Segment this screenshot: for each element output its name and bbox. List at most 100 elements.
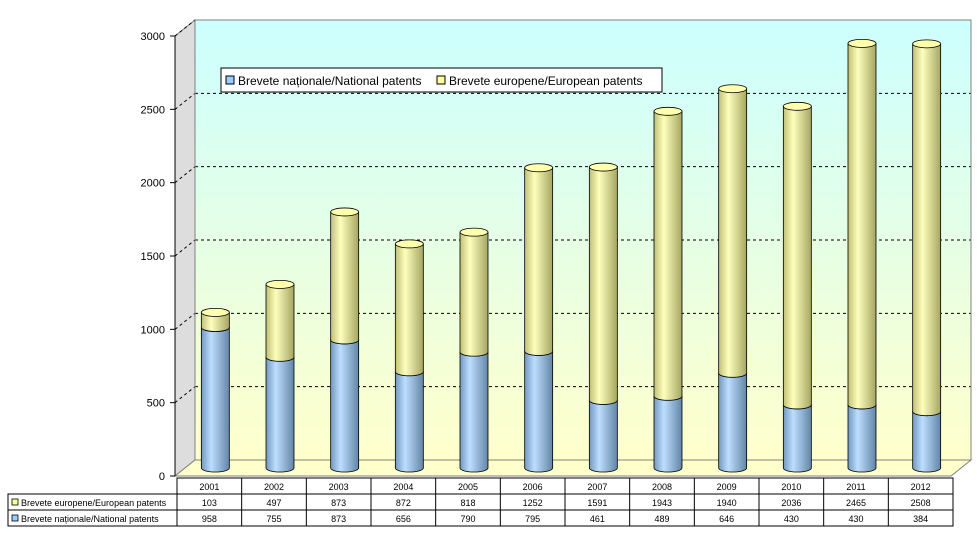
table-header-cell: 2012	[911, 482, 931, 492]
bar-stack-2012	[913, 40, 941, 472]
table-cell: 103	[202, 498, 217, 508]
table-cell: 430	[848, 514, 863, 524]
bar-stack-2006	[525, 164, 553, 472]
table-cell: 1591	[587, 498, 607, 508]
table-cell: 2465	[846, 498, 866, 508]
table-header-cell: 2007	[587, 482, 607, 492]
bar-cap	[654, 107, 682, 115]
bar-european	[783, 106, 811, 409]
bar-european	[654, 111, 682, 400]
table-cell: 461	[590, 514, 605, 524]
table-cell: 1252	[523, 498, 543, 508]
bar-stack-2007	[589, 163, 617, 472]
chart-canvas: 0 500 1000 1500 2000 2500 3000 Brevete național…	[0, 0, 977, 548]
legend-swatch-national	[226, 76, 234, 84]
table-cell: 656	[396, 514, 411, 524]
bar-national	[848, 405, 876, 472]
table-cell: 873	[331, 498, 346, 508]
y-tick-label: 0	[159, 471, 165, 483]
bar-national	[331, 340, 359, 472]
y-tick-label: 500	[147, 398, 165, 410]
bar-cap	[913, 40, 941, 48]
legend-label-european: Brevete europene/European patents	[449, 74, 642, 88]
bar-european	[525, 168, 553, 356]
bar-national	[460, 352, 488, 472]
table-cell: 1943	[652, 498, 672, 508]
table-header-cell: 2003	[329, 482, 349, 492]
legend-swatch-european	[437, 76, 445, 84]
bar-european	[460, 232, 488, 356]
table-row-label: Brevete naționale/National patents	[21, 514, 159, 524]
table-row-swatch	[12, 515, 18, 521]
table-header-cell: 2010	[781, 482, 801, 492]
table-cell: 755	[266, 514, 281, 524]
bar-european	[331, 212, 359, 344]
bar-european	[719, 89, 747, 378]
y-tick-label: 2500	[141, 104, 165, 116]
bar-stack-2005	[460, 228, 488, 472]
bar-cap	[460, 228, 488, 236]
bar-stack-2011	[848, 39, 876, 472]
bar-cap	[525, 164, 553, 172]
bar-cap	[331, 208, 359, 216]
table-cell: 384	[913, 514, 928, 524]
table-cell: 873	[331, 514, 346, 524]
y-tick-label: 3000	[141, 31, 165, 43]
table-row-label: Brevete europene/European patents	[21, 498, 167, 508]
table-cell: 790	[460, 514, 475, 524]
bar-european	[848, 43, 876, 409]
table-cell: 497	[266, 498, 281, 508]
table-header-cell: 2011	[846, 482, 865, 492]
y-tick-label: 2000	[141, 178, 165, 190]
y-tick-label: 1000	[141, 324, 165, 336]
bar-national	[201, 327, 229, 472]
legend-label-national: Brevete naționale/National patents	[238, 74, 421, 88]
table-header-cell: 2006	[523, 482, 543, 492]
bar-national	[783, 405, 811, 472]
bar-national	[913, 412, 941, 472]
table-header-cell: 2001	[199, 482, 219, 492]
bar-cap	[783, 102, 811, 110]
table-header-cell: 2009	[717, 482, 737, 492]
bar-national	[654, 396, 682, 472]
bar-stack-2008	[654, 107, 682, 472]
table-cell: 818	[460, 498, 475, 508]
bar-national	[719, 373, 747, 472]
bar-national	[266, 357, 294, 472]
bar-national	[589, 400, 617, 472]
bar-stack-2002	[266, 280, 294, 472]
bar-cap	[395, 240, 423, 248]
chart: 0 500 1000 1500 2000 2500 3000 Brevete național…	[0, 0, 977, 548]
bar-national	[395, 372, 423, 472]
table-cell: 646	[719, 514, 734, 524]
bar-stack-2010	[783, 102, 811, 472]
table-header-cell: 2008	[652, 482, 672, 492]
table-header-cell: 2005	[458, 482, 478, 492]
bar-cap	[848, 39, 876, 47]
bar-european	[589, 167, 617, 404]
y-tick-label: 1500	[141, 251, 165, 263]
table-header-cell: 2002	[264, 482, 284, 492]
table-cell: 1940	[717, 498, 737, 508]
bar-cap	[589, 163, 617, 171]
bar-stack-2001	[201, 308, 229, 472]
table-cell: 958	[202, 514, 217, 524]
bar-stack-2004	[395, 240, 423, 472]
bar-european	[395, 244, 423, 376]
bar-cap	[201, 308, 229, 316]
bar-national	[525, 351, 553, 472]
bar-cap	[719, 85, 747, 93]
table-cell: 872	[396, 498, 411, 508]
bar-european	[913, 44, 941, 416]
data-table: 2001200220032004200520062007200820092010…	[8, 478, 953, 526]
table-cell: 2036	[781, 498, 801, 508]
table-cell: 795	[525, 514, 540, 524]
bar-cap	[266, 280, 294, 288]
bar-european	[266, 284, 294, 361]
bar-stack-2003	[331, 208, 359, 472]
legend: Brevete naționale/National patents Brevet…	[221, 68, 662, 92]
table-cell: 2508	[911, 498, 931, 508]
table-row-swatch	[12, 499, 18, 505]
bar-stack-2009	[719, 85, 747, 472]
table-cell: 489	[654, 514, 669, 524]
